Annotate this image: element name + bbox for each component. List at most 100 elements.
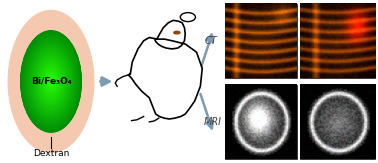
- Ellipse shape: [47, 75, 55, 88]
- Ellipse shape: [42, 66, 60, 97]
- Ellipse shape: [27, 41, 75, 122]
- Bar: [225, 85, 297, 159]
- Ellipse shape: [26, 40, 76, 123]
- Ellipse shape: [26, 41, 76, 122]
- Polygon shape: [129, 37, 202, 119]
- Ellipse shape: [37, 59, 65, 104]
- Ellipse shape: [41, 65, 61, 98]
- Ellipse shape: [25, 38, 77, 125]
- Ellipse shape: [37, 58, 65, 105]
- Ellipse shape: [42, 66, 60, 97]
- Ellipse shape: [39, 62, 63, 101]
- Ellipse shape: [37, 58, 65, 105]
- Ellipse shape: [45, 71, 57, 92]
- Ellipse shape: [32, 50, 70, 113]
- Ellipse shape: [40, 64, 62, 99]
- Ellipse shape: [47, 74, 55, 89]
- Ellipse shape: [37, 58, 65, 105]
- Ellipse shape: [27, 42, 75, 121]
- Ellipse shape: [44, 69, 58, 94]
- Ellipse shape: [28, 43, 74, 120]
- Ellipse shape: [46, 74, 56, 89]
- Ellipse shape: [28, 44, 74, 119]
- Ellipse shape: [23, 34, 79, 129]
- Ellipse shape: [34, 53, 68, 110]
- Ellipse shape: [38, 60, 64, 103]
- Ellipse shape: [50, 80, 52, 83]
- Ellipse shape: [29, 45, 73, 118]
- Text: CT: CT: [205, 36, 218, 46]
- Ellipse shape: [35, 55, 67, 108]
- Ellipse shape: [20, 30, 82, 133]
- Ellipse shape: [49, 78, 53, 85]
- Ellipse shape: [26, 40, 76, 123]
- Ellipse shape: [22, 34, 80, 129]
- Polygon shape: [155, 20, 185, 49]
- Ellipse shape: [22, 32, 81, 131]
- Ellipse shape: [21, 31, 81, 132]
- Ellipse shape: [29, 46, 73, 117]
- Ellipse shape: [27, 42, 75, 121]
- Ellipse shape: [44, 70, 58, 93]
- Ellipse shape: [23, 36, 79, 127]
- Ellipse shape: [48, 76, 54, 87]
- Ellipse shape: [45, 72, 57, 91]
- Ellipse shape: [28, 44, 74, 119]
- Ellipse shape: [180, 13, 195, 22]
- Ellipse shape: [46, 73, 56, 90]
- Text: MRI: MRI: [203, 117, 222, 127]
- Ellipse shape: [50, 79, 53, 84]
- Ellipse shape: [36, 57, 66, 106]
- Ellipse shape: [39, 62, 63, 101]
- Ellipse shape: [33, 51, 70, 112]
- Ellipse shape: [23, 35, 79, 128]
- Ellipse shape: [29, 45, 73, 118]
- Ellipse shape: [35, 55, 67, 108]
- Ellipse shape: [30, 47, 72, 116]
- Ellipse shape: [25, 39, 77, 124]
- Ellipse shape: [36, 57, 66, 106]
- Ellipse shape: [24, 36, 78, 127]
- Ellipse shape: [48, 77, 54, 86]
- Ellipse shape: [32, 50, 70, 113]
- Ellipse shape: [33, 51, 70, 112]
- Ellipse shape: [23, 36, 79, 127]
- Ellipse shape: [43, 68, 59, 95]
- Ellipse shape: [44, 70, 58, 93]
- Ellipse shape: [45, 72, 57, 91]
- Ellipse shape: [48, 77, 54, 86]
- Ellipse shape: [34, 53, 68, 110]
- Ellipse shape: [22, 33, 80, 130]
- Ellipse shape: [46, 73, 56, 90]
- Ellipse shape: [42, 67, 60, 96]
- Ellipse shape: [42, 66, 60, 97]
- Ellipse shape: [49, 79, 53, 84]
- Text: Dextran: Dextran: [33, 149, 69, 158]
- Ellipse shape: [47, 74, 55, 89]
- Ellipse shape: [48, 76, 54, 87]
- Ellipse shape: [46, 73, 56, 90]
- Ellipse shape: [48, 76, 54, 87]
- Ellipse shape: [35, 54, 67, 109]
- Ellipse shape: [45, 71, 57, 92]
- Ellipse shape: [20, 30, 82, 133]
- Ellipse shape: [31, 48, 71, 115]
- Ellipse shape: [33, 52, 69, 111]
- Ellipse shape: [42, 67, 60, 96]
- Ellipse shape: [50, 79, 52, 84]
- Ellipse shape: [37, 59, 65, 104]
- Ellipse shape: [25, 39, 77, 124]
- Ellipse shape: [22, 33, 80, 130]
- Ellipse shape: [35, 55, 67, 108]
- Ellipse shape: [39, 61, 63, 102]
- Ellipse shape: [43, 68, 59, 95]
- Ellipse shape: [27, 42, 75, 121]
- Ellipse shape: [39, 61, 63, 102]
- Ellipse shape: [45, 72, 57, 91]
- Ellipse shape: [31, 48, 71, 115]
- Ellipse shape: [30, 46, 72, 117]
- Ellipse shape: [24, 37, 78, 126]
- Ellipse shape: [25, 38, 77, 125]
- Ellipse shape: [29, 44, 73, 119]
- Ellipse shape: [26, 41, 76, 122]
